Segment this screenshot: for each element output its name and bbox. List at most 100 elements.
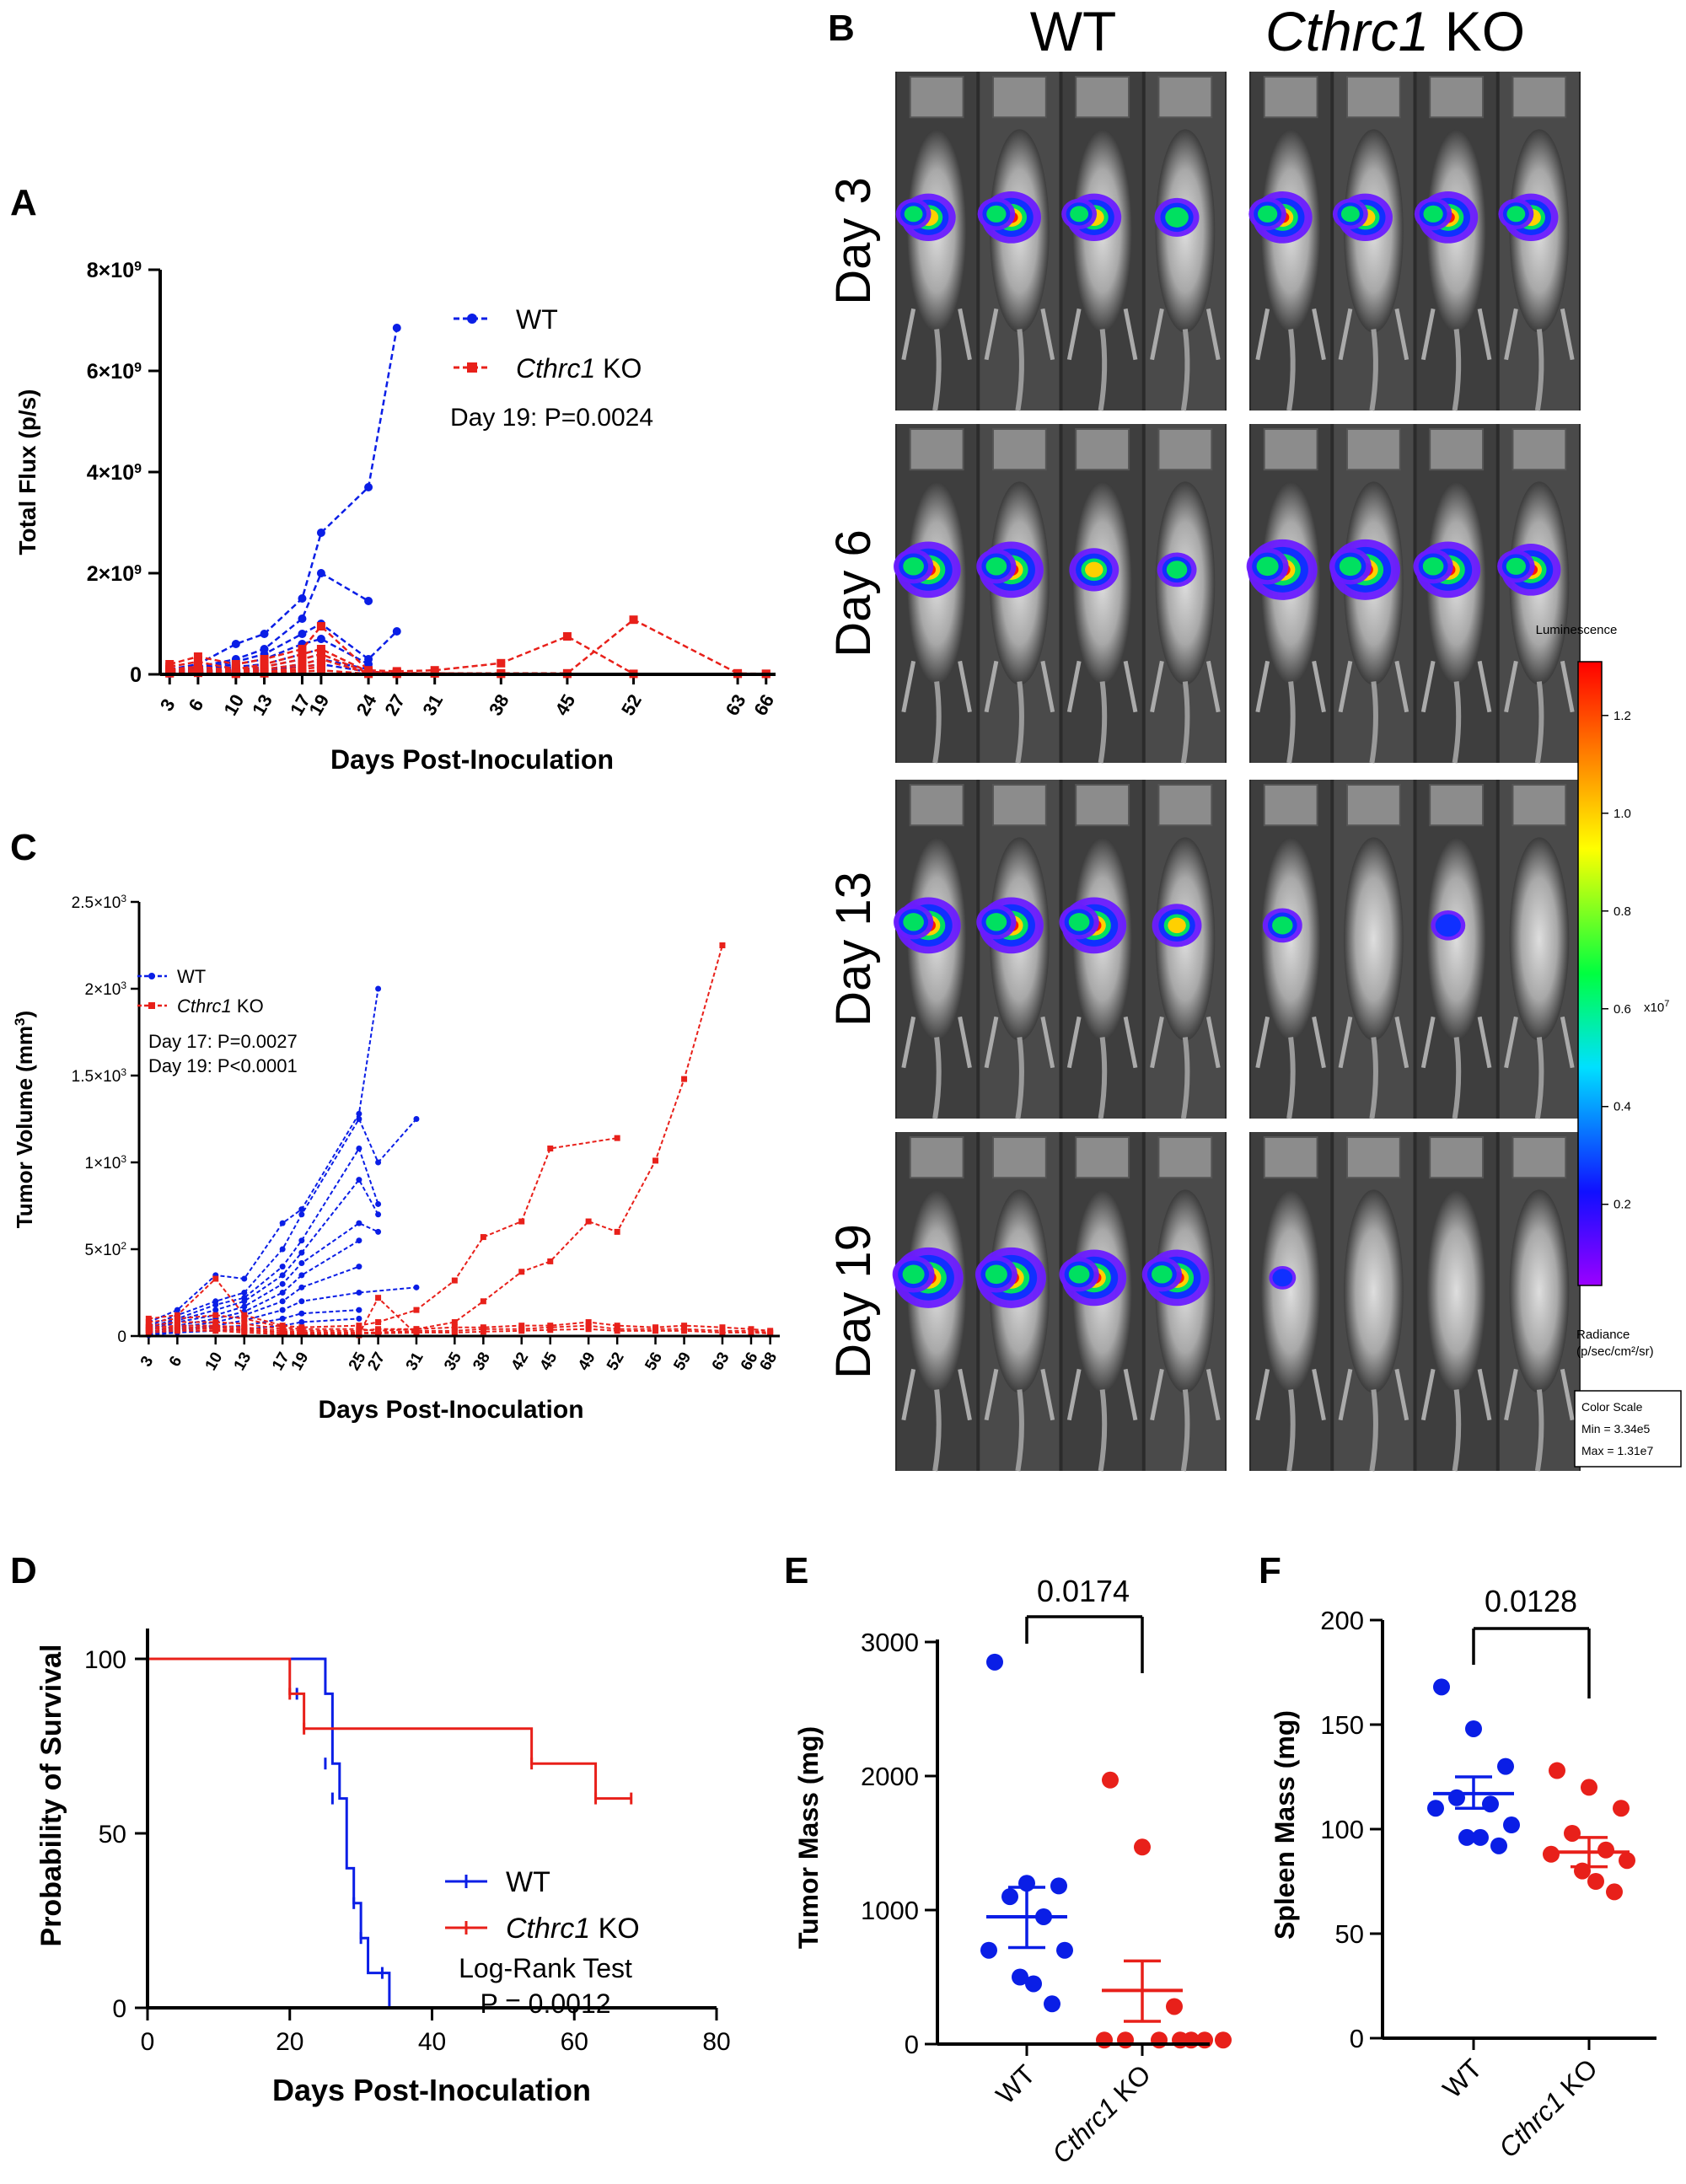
wt-row4-mouse-leg bbox=[1123, 1368, 1138, 1421]
wt-volume-point bbox=[356, 1237, 362, 1244]
c-x-tick-label: 38 bbox=[470, 1350, 494, 1374]
ko-volume-point bbox=[145, 1319, 152, 1326]
a-y-axis-title: Total Flux (p/s) bbox=[14, 389, 40, 555]
wt-row3-mouse-leg bbox=[1150, 1016, 1164, 1069]
wt-row3-signal-yellow bbox=[1168, 917, 1186, 934]
c-x-tick-label: 68 bbox=[757, 1350, 781, 1374]
wt-volume-point bbox=[298, 1319, 305, 1326]
ko-row3-mouse-leg bbox=[1420, 1016, 1436, 1069]
wt-flux-point bbox=[316, 529, 325, 537]
ko-row1-mouse-tail bbox=[1534, 329, 1544, 411]
ko-row4-mouse-leg bbox=[1394, 1368, 1409, 1421]
b-column-header-ko-suffix: KO bbox=[1429, 0, 1525, 62]
wt-row4-signal-green bbox=[1152, 1265, 1173, 1284]
ko-volume-point bbox=[614, 1328, 620, 1334]
wt-row2-mouse-leg bbox=[958, 660, 972, 713]
c-y-tick-label: 0 bbox=[117, 1328, 126, 1346]
b-column-header-ko: Cthrc1 KO bbox=[1265, 0, 1525, 62]
wt-flux-point bbox=[364, 597, 373, 605]
b-colorbar-tick-label: 1.2 bbox=[1614, 709, 1631, 723]
a-legend-wt-text: WT bbox=[516, 304, 558, 335]
wt-volume-point bbox=[298, 1259, 305, 1266]
e-category-label: WT bbox=[990, 2058, 1041, 2110]
wt-flux-line bbox=[169, 327, 398, 671]
ko-row2-image-strip bbox=[1246, 424, 1581, 764]
ko-row1-mouse-leg bbox=[1312, 308, 1326, 361]
e-ko-point bbox=[1134, 1838, 1151, 1856]
ko-volume-point bbox=[614, 1323, 620, 1329]
c-legend-ko-suffix: KO bbox=[232, 995, 264, 1017]
f-wt-point bbox=[1458, 1828, 1475, 1846]
wt-row2-mouse-leg bbox=[1205, 660, 1221, 713]
wt-row4-image-strip bbox=[892, 1132, 1227, 1472]
ko-row4-mouse-leg bbox=[1255, 1368, 1270, 1421]
ko-row1-signal-green bbox=[1257, 205, 1278, 223]
ko-row1-mouse-tail bbox=[1452, 329, 1462, 411]
wt-row2-nose-cone bbox=[1075, 428, 1130, 471]
wt-flux-point bbox=[316, 635, 325, 643]
wt-row4-mouse-leg bbox=[958, 1368, 972, 1421]
c-x-tick-label: 27 bbox=[364, 1350, 389, 1374]
e-ko-point bbox=[1215, 2031, 1232, 2049]
ko-volume-point bbox=[413, 1331, 420, 1338]
wt-volume-point bbox=[279, 1298, 286, 1305]
b-colorbar-exponent-base: x10 bbox=[1644, 1001, 1664, 1015]
wt-volume-point bbox=[298, 1237, 305, 1244]
a-y-tick-label: 8×109 bbox=[87, 259, 142, 282]
wt-volume-point bbox=[356, 1177, 362, 1183]
d-x-axis-title: Days Post-Inoculation bbox=[272, 2073, 591, 2107]
a-x-tick-label: 38 bbox=[485, 690, 513, 719]
wt-flux-point bbox=[231, 640, 240, 648]
wt-row4-mouse-leg bbox=[901, 1368, 916, 1421]
b-colorbar-tick-label: 0.4 bbox=[1614, 1100, 1631, 1114]
wt-row1-signal-green bbox=[1070, 206, 1089, 223]
wt-row4-signal-green bbox=[1068, 1265, 1090, 1284]
a-x-tick-label: 6 bbox=[185, 695, 208, 715]
wt-volume-point bbox=[212, 1307, 219, 1313]
wt-flux-point bbox=[298, 614, 307, 623]
wt-volume-point bbox=[356, 1307, 362, 1313]
b-column-header-ko-gene: Cthrc1 bbox=[1265, 0, 1429, 62]
ko-row2-nose-cone bbox=[1263, 428, 1318, 471]
d-legend-ko-text: Cthrc1 KO bbox=[506, 1913, 640, 1945]
wt-row3-mouse-leg bbox=[1066, 1016, 1082, 1069]
wt-row1-nose-cone bbox=[909, 76, 964, 119]
wt-flux-point bbox=[298, 594, 307, 603]
ko-volume-point bbox=[681, 1076, 688, 1082]
ko-row3-mouse-leg bbox=[1312, 1016, 1326, 1069]
ko-flux-point bbox=[316, 645, 325, 653]
ko-volume-point bbox=[451, 1319, 458, 1326]
wt-row2-mouse-leg bbox=[1040, 660, 1055, 713]
wt-row1-mouse-leg bbox=[958, 308, 972, 361]
e-y-tick-label: 1000 bbox=[861, 1896, 919, 1925]
ko-flux-point bbox=[316, 655, 325, 663]
ko-row1-signal-green bbox=[1423, 205, 1443, 223]
d-legend-wt-text: WT bbox=[506, 1866, 550, 1898]
ko-row3-mouse-leg bbox=[1338, 1016, 1353, 1069]
ko-flux-point bbox=[316, 650, 325, 658]
b-radiance-label-line1: Radiance bbox=[1576, 1328, 1630, 1342]
c-y-axis-title: Tumor Volume (mm3) bbox=[12, 1011, 38, 1228]
c-x-tick-label: 13 bbox=[231, 1350, 255, 1374]
ko-volume-point bbox=[375, 1319, 382, 1326]
c-x-tick-label: 3 bbox=[137, 1353, 157, 1370]
ko-row1-mouse-leg bbox=[1394, 308, 1409, 361]
a-y-tick-label: 2×109 bbox=[87, 562, 142, 586]
f-y-tick-label: 0 bbox=[1350, 2024, 1364, 2053]
wt-volume-point bbox=[279, 1220, 286, 1226]
c-y-tick-label: 2×103 bbox=[85, 979, 127, 999]
b-row-label: Day 19 bbox=[826, 1224, 881, 1379]
a-x-tick-label: 63 bbox=[722, 690, 750, 719]
ko-volume-point bbox=[748, 1329, 754, 1336]
wt-row2-mouse-leg bbox=[984, 660, 999, 713]
a-legend-ko-gene: Cthrc1 bbox=[516, 353, 595, 384]
ko-row3-mouse-leg bbox=[1504, 1016, 1518, 1069]
ko-row2-signal-green bbox=[1339, 556, 1361, 577]
ko-volume-point bbox=[279, 1331, 286, 1338]
ko-survival-curve bbox=[148, 1657, 631, 1800]
panel-label-b: B bbox=[828, 8, 855, 49]
ko-row3-mouse-tail bbox=[1286, 1037, 1296, 1119]
wt-volume-point bbox=[279, 1280, 286, 1287]
ko-row3-signal-blue bbox=[1435, 914, 1461, 937]
wt-row1-signal-green bbox=[986, 205, 1007, 223]
